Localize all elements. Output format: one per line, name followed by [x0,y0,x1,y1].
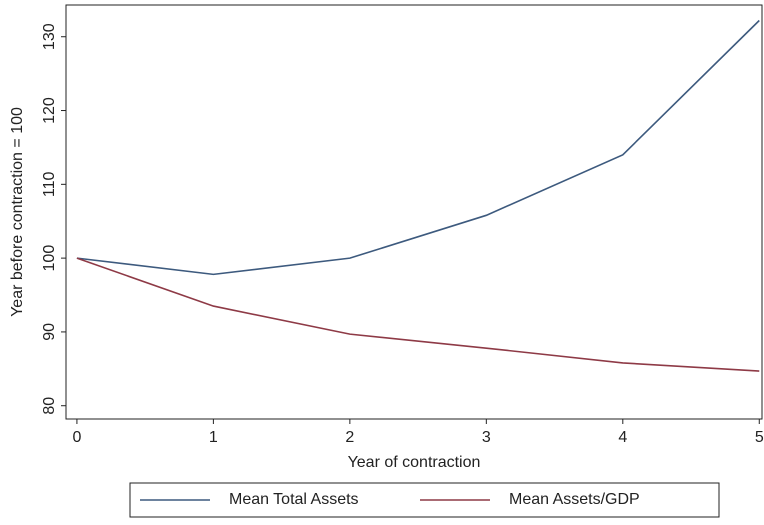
y-tick-label: 110 [41,171,58,197]
series-line [76,19,760,276]
y-tick-label: 100 [41,245,58,272]
x-tick-label: 3 [482,429,491,446]
plot-frame [65,4,763,420]
legend-label: Mean Total Assets [229,491,359,508]
x-axis-title: Year of contraction [348,454,481,471]
legend-label: Mean Assets/GDP [509,491,640,508]
y-tick-label: 90 [41,323,58,341]
y-tick-label: 130 [41,23,58,50]
y-tick-label: 120 [41,97,58,124]
x-tick-label: 1 [209,429,218,446]
series-line [76,257,760,372]
x-tick-label: 0 [72,429,81,446]
x-tick-label: 2 [345,429,354,446]
x-tick-label: 5 [755,429,764,446]
x-tick-label: 4 [618,429,627,446]
y-tick-label: 80 [41,397,58,415]
y-axis-title: Year before contraction = 100 [9,107,26,317]
